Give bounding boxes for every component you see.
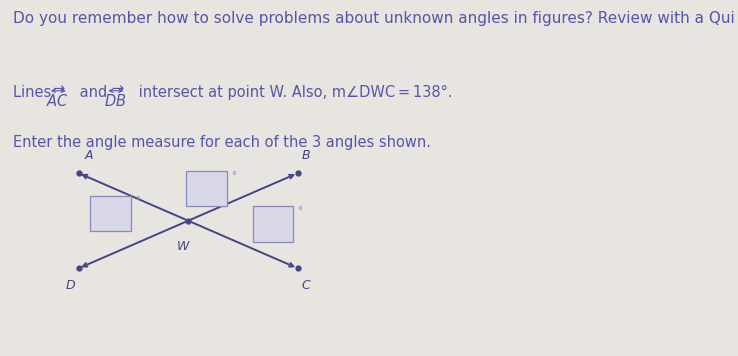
Text: intersect at point W. Also, m∠DWC = 138°.: intersect at point W. Also, m∠DWC = 138°… — [134, 85, 452, 100]
Text: °: ° — [135, 196, 139, 206]
Text: C: C — [302, 279, 310, 292]
Text: B: B — [302, 150, 310, 162]
Bar — [252, 206, 293, 242]
Text: $\overrightarrow{DB}$: $\overrightarrow{DB}$ — [104, 85, 126, 110]
Text: °: ° — [231, 171, 235, 181]
Text: W: W — [177, 240, 190, 253]
Bar — [186, 171, 227, 206]
Text: $\overrightarrow{AC}$: $\overrightarrow{AC}$ — [46, 85, 69, 110]
Text: A: A — [84, 150, 93, 162]
Text: D: D — [65, 279, 75, 292]
Bar — [91, 196, 131, 231]
Text: Lines: Lines — [13, 85, 56, 100]
Text: Do you remember how to solve problems about unknown angles in figures? Review wi: Do you remember how to solve problems ab… — [13, 11, 735, 26]
Text: Enter the angle measure for each of the 3 angles shown.: Enter the angle measure for each of the … — [13, 135, 431, 150]
Text: and: and — [75, 85, 111, 100]
Text: °: ° — [297, 206, 302, 216]
